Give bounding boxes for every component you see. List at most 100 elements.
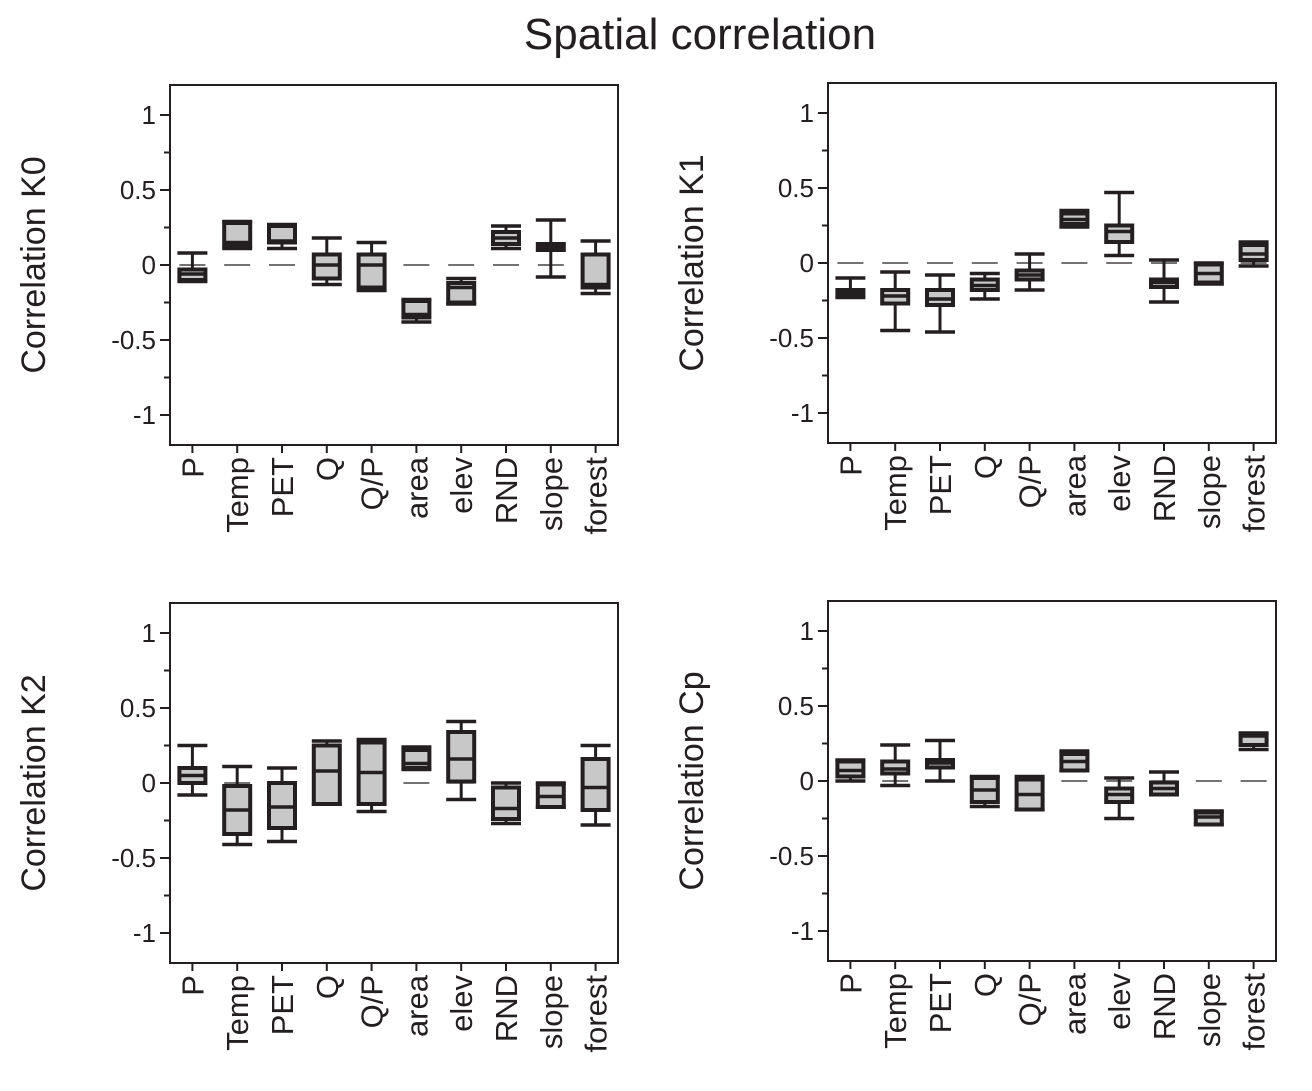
- box-elev: [1104, 190, 1135, 258]
- x-tick-label: forest: [1237, 455, 1272, 533]
- box-Q: [969, 774, 1000, 809]
- box-elev: [446, 276, 477, 306]
- plot-frame: [169, 84, 619, 446]
- y-axis-label: Correlation K0: [15, 156, 53, 373]
- box-Q: [311, 236, 342, 287]
- box-forest: [580, 239, 611, 296]
- y-tick-label: -0.5: [111, 843, 156, 873]
- y-tick-label: -0.5: [111, 325, 156, 355]
- x-tick-label: forest: [1237, 973, 1272, 1051]
- x-tick-label: elev: [444, 457, 479, 514]
- x-tick-label: P: [175, 975, 210, 996]
- y-tick-label: 1: [142, 618, 156, 648]
- y-tick-label: -1: [133, 918, 156, 948]
- x-tick-label: slope: [1192, 973, 1227, 1047]
- box-iqr: [1104, 223, 1135, 244]
- x-tick-label: PET: [923, 455, 958, 515]
- y-tick-label: 0.5: [778, 173, 814, 203]
- y-tick-label: 0: [800, 766, 814, 796]
- box-Q: [969, 271, 1000, 301]
- box-iqr: [580, 252, 611, 290]
- x-tick-label: elev: [1102, 973, 1137, 1030]
- x-tick-label: RND: [1147, 973, 1182, 1040]
- plot-frame: [827, 82, 1277, 444]
- box-forest: [1238, 240, 1269, 268]
- box-area: [1059, 749, 1090, 773]
- x-tick-label: slope: [1192, 455, 1227, 529]
- box-iqr: [311, 743, 342, 806]
- box-Q/P: [1014, 774, 1045, 812]
- box-Q/P: [356, 240, 387, 293]
- x-tick-label: PET: [923, 973, 958, 1033]
- x-tick-label: P: [175, 457, 210, 478]
- box-Temp: [880, 270, 911, 333]
- box-P: [177, 251, 208, 284]
- box-elev: [446, 719, 477, 802]
- x-tick-label: P: [833, 455, 868, 476]
- box-PET: [925, 738, 955, 783]
- x-tick-label: Q/P: [355, 457, 390, 510]
- box-PET: [267, 222, 297, 251]
- x-tick-label: Temp: [220, 457, 255, 533]
- y-tick-label: 1: [800, 616, 814, 646]
- plot-frame: [169, 602, 619, 964]
- x-tick-label: Q/P: [355, 975, 390, 1028]
- box-area: [1059, 208, 1090, 229]
- y-tick-label: -0.5: [769, 841, 814, 871]
- box-slope: [535, 218, 566, 279]
- box-PET: [267, 766, 297, 844]
- x-tick-label: elev: [1102, 455, 1137, 512]
- box-iqr: [580, 757, 611, 812]
- x-tick-label: slope: [534, 975, 569, 1049]
- y-tick-label: 0.5: [778, 691, 814, 721]
- box-PET: [925, 273, 955, 334]
- box-forest: [1238, 731, 1269, 752]
- x-tick-label: Q: [968, 455, 1003, 479]
- box-slope: [1193, 809, 1224, 827]
- plot-frame: [827, 600, 1277, 962]
- y-tick-label: 0: [142, 768, 156, 798]
- x-tick-label: area: [399, 974, 434, 1037]
- x-tick-label: area: [1057, 972, 1092, 1035]
- box-Q/P: [356, 737, 387, 814]
- x-tick-label: RND: [489, 457, 524, 524]
- box-slope: [535, 781, 566, 809]
- box-P: [835, 758, 866, 783]
- box-slope: [1193, 261, 1224, 286]
- x-tick-label: PET: [265, 457, 300, 517]
- x-tick-label: Q/P: [1013, 455, 1048, 508]
- x-tick-label: PET: [265, 975, 300, 1035]
- x-tick-label: forest: [579, 975, 614, 1053]
- y-tick-label: 0.5: [120, 693, 156, 723]
- y-tick-label: 0: [142, 250, 156, 280]
- x-tick-label: elev: [444, 975, 479, 1032]
- x-tick-label: Q/P: [1013, 973, 1048, 1026]
- box-forest: [580, 743, 611, 827]
- figure-title: Spatial correlation: [523, 10, 877, 59]
- box-elev: [1104, 776, 1135, 821]
- y-tick-label: -1: [791, 916, 814, 946]
- box-RND: [491, 781, 521, 826]
- box-area: [401, 297, 432, 324]
- y-tick-label: -1: [133, 400, 156, 430]
- y-axis-label: Correlation K2: [15, 674, 53, 891]
- x-tick-label: Temp: [878, 973, 913, 1049]
- panel-3: 1 0.5 0 -0.5 -1 Correlation Cp P Temp PET Q Q/P are…: [673, 600, 1277, 1051]
- y-tick-label: 1: [800, 98, 814, 128]
- x-tick-label: Temp: [878, 455, 913, 531]
- panel-0: 1 0.5 0 -0.5 -1 Correlation K0 P Temp PET Q Q/P are…: [15, 84, 619, 535]
- y-tick-label: 0.5: [120, 175, 156, 205]
- x-tick-label: RND: [1147, 455, 1182, 522]
- y-axis-label: Correlation Cp: [673, 671, 711, 890]
- box-P: [177, 743, 208, 797]
- box-Q: [311, 739, 342, 806]
- x-tick-label: Q: [968, 973, 1003, 997]
- box-iqr: [446, 730, 477, 784]
- box-RND: [1149, 258, 1179, 304]
- box-RND: [1149, 770, 1179, 797]
- x-tick-label: forest: [579, 457, 614, 535]
- x-tick-label: RND: [489, 975, 524, 1042]
- box-iqr: [401, 748, 432, 770]
- y-tick-label: -0.5: [769, 323, 814, 353]
